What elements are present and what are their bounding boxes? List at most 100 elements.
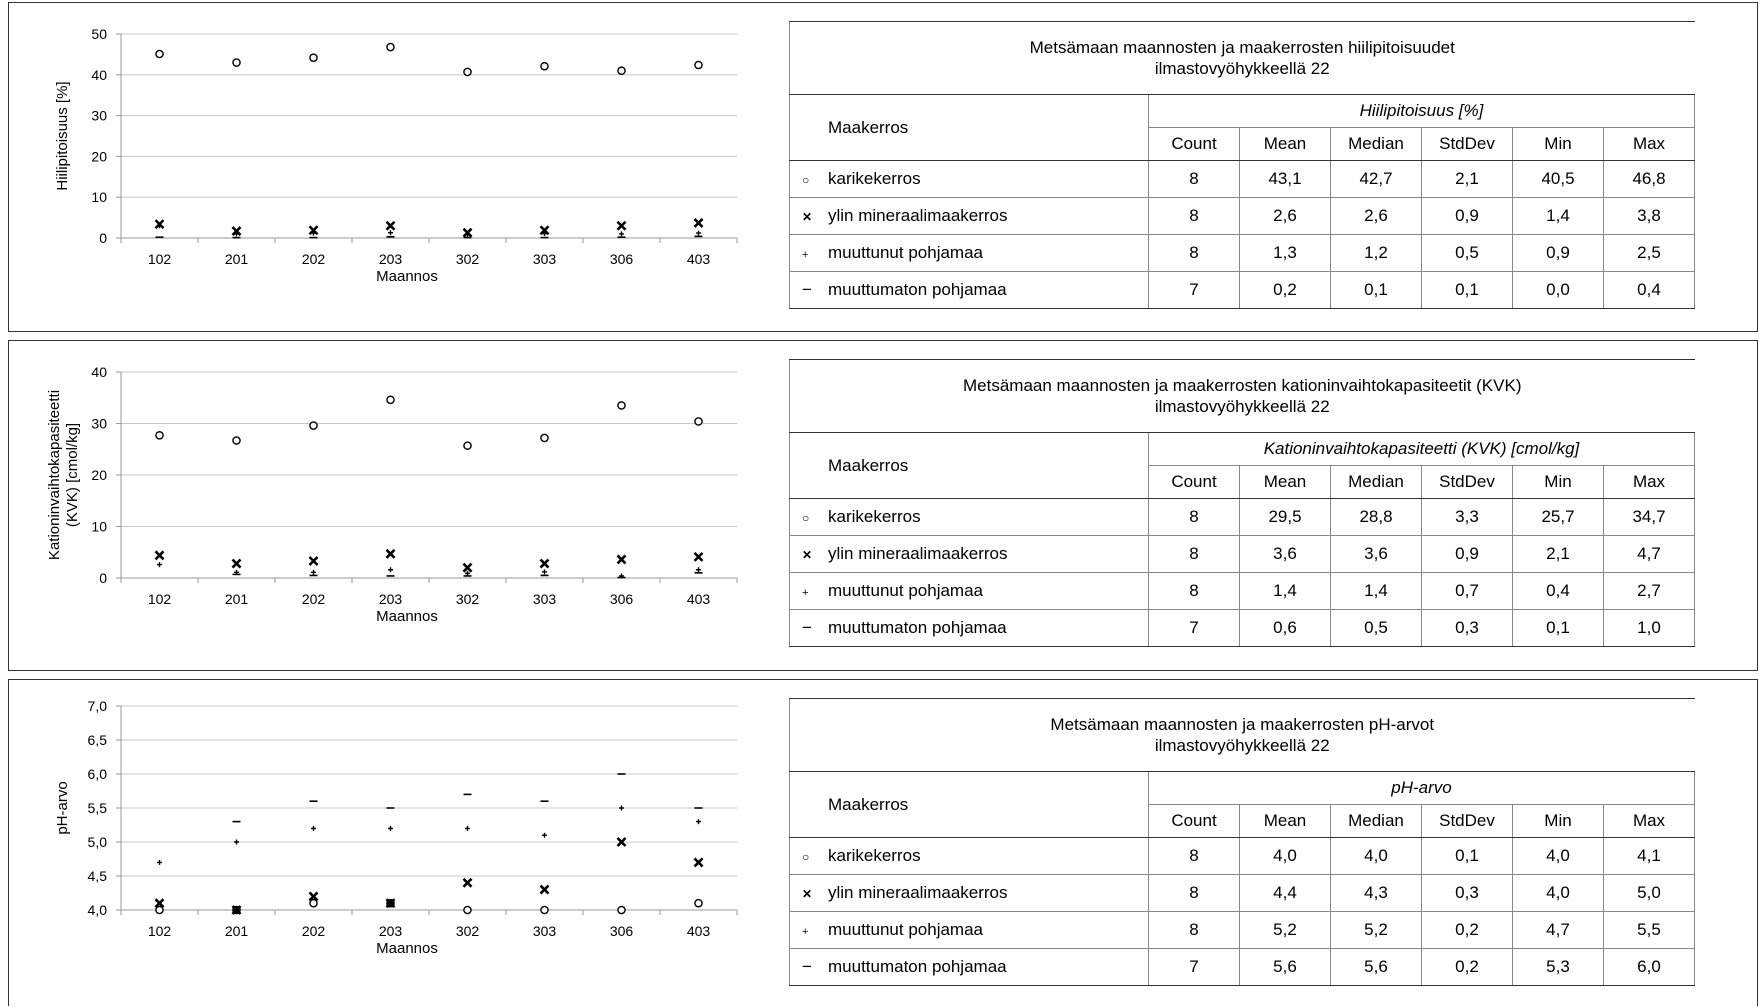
column-header-count: Count [1148,465,1240,499]
cell-median: 4,3 [1330,874,1422,912]
column-header-median: Median [1330,127,1422,161]
table-title-line2: ilmastovyöhykkeellä 22 [1154,59,1330,78]
measure-header: Kationinvaihtokapasiteetti (KVK) [cmol/k… [1148,432,1695,466]
cell-stddev: 0,1 [1421,837,1513,875]
cell-mean: 5,2 [1239,911,1331,949]
data-point-ylin [308,891,319,902]
y-tick-label: 50 [91,26,107,42]
cell-min: 0,0 [1512,271,1604,309]
y-tick-label: 5,0 [88,834,108,850]
x-tick-label: 203 [379,591,403,607]
cell-min: 5,3 [1512,948,1604,986]
table-row: − muuttumaton pohjamaa 7 0,2 0,1 0,1 0,0 0,4 [789,271,1695,309]
cell-count: 8 [1148,874,1240,912]
table-title-line1: Metsämaan maannosten ja maakerrosten pH-… [1050,715,1435,734]
data-point-muuttunut [465,825,470,831]
data-point-karike [232,58,241,67]
cell-mean: 0,6 [1239,609,1331,647]
muuttunut-symbol-icon: + [802,249,809,261]
cell-max: 6,0 [1603,948,1695,986]
data-point-karike [694,417,703,426]
y-tick-label: 5,5 [88,800,108,816]
data-point-karike [386,42,395,52]
column-header-stddev: StdDev [1421,804,1513,838]
x-tick-label: 306 [610,251,634,267]
cell-mean: 2,6 [1239,197,1331,235]
cell-mean: 4,4 [1239,874,1331,912]
row-label: muuttumaton pohjamaa [828,280,1007,299]
row-label-cell: ○ karikekerros [789,837,1149,875]
x-tick-label: 306 [610,923,634,939]
cell-max: 5,0 [1603,874,1695,912]
y-tick-label: 20 [91,148,107,164]
cell-count: 7 [1148,948,1240,986]
row-label: karikekerros [828,846,921,865]
cell-count: 8 [1148,234,1240,272]
maakerros-header: Maakerros [789,94,1149,161]
y-tick-label: 4,0 [88,902,108,918]
column-header-median: Median [1330,804,1422,838]
cell-mean: 43,1 [1239,160,1331,198]
cell-stddev: 0,9 [1421,197,1513,235]
data-point-karike [540,433,549,443]
data-point-karike [540,905,549,915]
cell-min: 4,7 [1512,911,1604,949]
column-header-count: Count [1148,127,1240,161]
cell-median: 5,2 [1330,911,1422,949]
table-title-line2: ilmastovyöhykkeellä 22 [1154,736,1330,755]
y-tick-label: 10 [91,189,107,205]
ylin-symbol-icon: ✕ [802,210,813,224]
table-header-row: Maakerros Hiilipitoisuus [%] [789,94,1695,161]
table-title-row: Metsämaan maannosten ja maakerrosten hii… [789,21,1695,95]
column-header-max: Max [1603,804,1695,838]
data-point-ylin [539,558,550,569]
table-row: ○ karikekerros 8 29,5 28,8 3,3 25,7 34,7 [789,498,1695,536]
data-point-ylin [154,898,165,909]
cell-median: 5,6 [1330,948,1422,986]
x-tick-label: 302 [456,251,480,267]
column-header-stddev: StdDev [1421,127,1513,161]
muuttunut-symbol-icon: + [802,926,809,938]
data-point-ylin [308,225,319,236]
x-tick-label: 303 [533,591,557,607]
row-label-cell: − muuttumaton pohjamaa [789,948,1149,986]
data-point-ylin [308,556,319,566]
data-point-muuttunut [619,231,624,237]
y-tick-label: 20 [91,467,107,483]
data-point-karike [309,898,318,908]
ph-stats-table: Metsämaan maannosten ja maakerrosten pH-… [789,698,1695,986]
table-title: Metsämaan maannosten ja maakerrosten hii… [789,21,1695,95]
table-row: + muuttunut pohjamaa 8 5,2 5,2 0,2 4,7 5,5 [789,911,1695,949]
cell-stddev: 3,3 [1421,498,1513,536]
cell-median: 28,8 [1330,498,1422,536]
x-tick-label: 302 [456,591,480,607]
row-label: ylin mineraalimaakerros [828,883,1008,902]
data-point-overlap [232,906,241,914]
data-point-muuttunut [157,859,162,865]
measure-header: Hiilipitoisuus [%] [1148,94,1695,128]
x-axis-label: Maannos [376,940,438,957]
cell-median: 4,0 [1330,837,1422,875]
cell-mean: 0,2 [1239,271,1331,309]
y-tick-label: 0 [99,230,107,246]
y-tick-label: 10 [91,519,107,535]
kvk-chart: 0 10 20 30 40 102 201 202 203 302 303 306 403 Maannos… [46,364,738,625]
column-header-stddev: StdDev [1421,465,1513,499]
data-point-ylin [231,226,242,236]
cell-mean: 4,0 [1239,837,1331,875]
data-point-muuttunut [311,825,316,831]
data-point-karike [694,898,703,908]
muuttumaton-symbol-icon: − [802,618,812,637]
row-label: muuttunut pohjamaa [828,243,983,262]
cell-stddev: 0,2 [1421,948,1513,986]
cell-max: 4,1 [1603,837,1695,875]
x-tick-label: 303 [533,923,557,939]
data-point-ylin [154,550,165,561]
cell-min: 40,5 [1512,160,1604,198]
x-axis-label: Maannos [376,268,438,285]
data-point-karike [232,436,241,445]
data-point-karike [309,53,318,62]
cell-mean: 29,5 [1239,498,1331,536]
data-point-ylin [231,558,242,569]
data-point-karike [386,395,395,405]
